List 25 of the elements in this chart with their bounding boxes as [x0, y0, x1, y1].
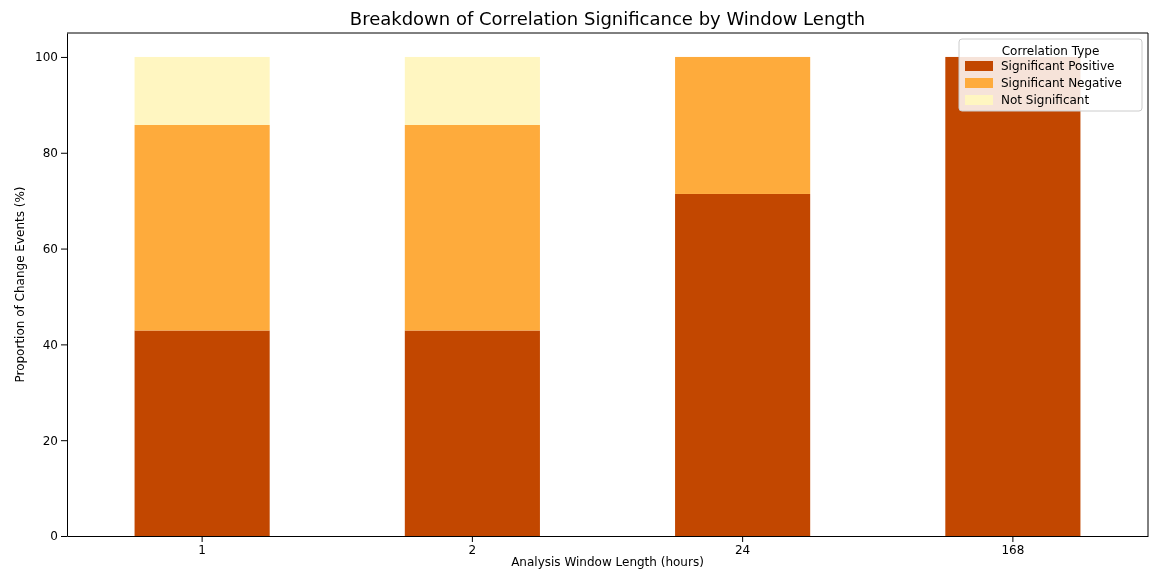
legend-label: Significant Negative: [1001, 76, 1122, 90]
y-tick-label: 60: [42, 241, 58, 256]
bar: [134, 56, 270, 125]
bar: [675, 193, 811, 536]
x-tick-label: 2: [468, 542, 477, 557]
x-tick-label: 24: [734, 542, 751, 557]
y-axis-title: Proportion of Change Events (%): [13, 186, 27, 383]
y-tick-label: 40: [42, 337, 58, 352]
y-tick-label: 80: [42, 146, 58, 161]
bar: [404, 330, 540, 536]
x-tick-label: 1: [198, 542, 206, 557]
x-axis-title: Analysis Window Length (hours): [511, 555, 704, 569]
y-tick-label: 100: [35, 50, 58, 65]
bar: [134, 124, 270, 331]
bar: [404, 56, 540, 125]
y-tick-label: 20: [42, 433, 58, 448]
x-tick-label: 168: [1001, 542, 1025, 557]
legend-title: Correlation Type: [1001, 44, 1100, 58]
chart-title: Breakdown of Correlation Significance by Window Length: [349, 8, 866, 29]
y-tick-label: 0: [50, 529, 58, 544]
legend-label: Not Significant: [1001, 93, 1090, 107]
bar: [675, 56, 811, 194]
bar: [404, 124, 540, 331]
legend-label: Significant Positive: [1001, 59, 1115, 73]
bar: [134, 330, 270, 536]
